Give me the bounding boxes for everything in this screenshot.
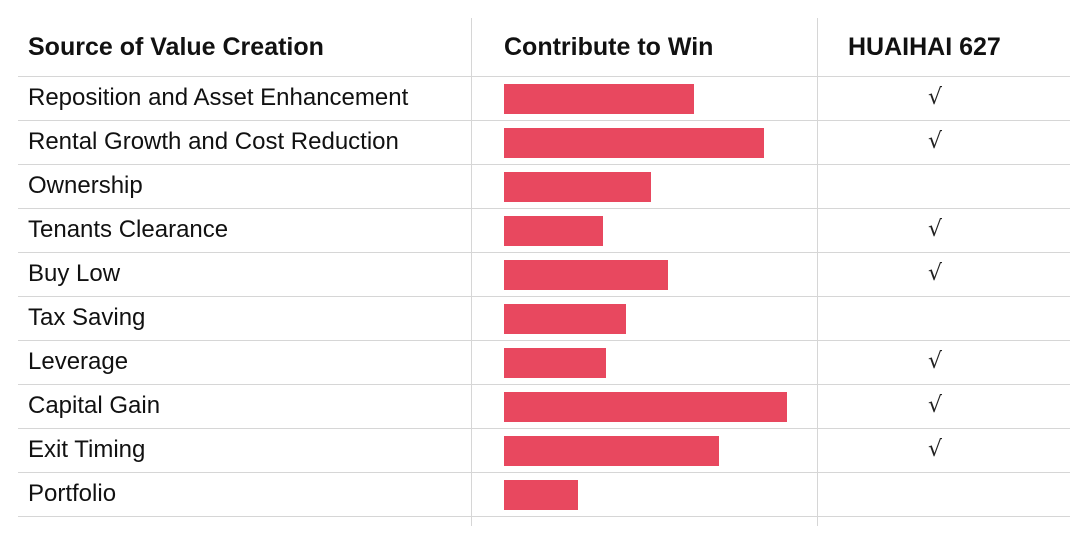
contribution-bar <box>504 216 603 246</box>
check-mark-icon: √ <box>927 129 943 154</box>
contribution-bar <box>504 480 578 510</box>
row-label: Reposition and Asset Enhancement <box>28 84 409 111</box>
column-divider-2 <box>817 18 818 526</box>
header-huaihai: HUAIHAI 627 <box>848 33 1001 61</box>
contribution-bar <box>504 260 668 290</box>
contribution-bar <box>504 128 764 158</box>
row-label: Portfolio <box>28 480 117 507</box>
row-label: Leverage <box>28 348 129 375</box>
table-row: Portfolio <box>18 472 1070 517</box>
table-row: Reposition and Asset Enhancement √ <box>18 76 1070 120</box>
row-label: Exit Timing <box>28 436 146 463</box>
table-row: Tax Saving <box>18 296 1070 340</box>
contribution-bar <box>504 172 651 202</box>
table-row: Leverage √ <box>18 340 1070 384</box>
contribution-bar <box>504 304 626 334</box>
row-label: Tax Saving <box>28 304 146 331</box>
header-contribute: Contribute to Win <box>504 33 714 61</box>
check-mark-icon: √ <box>927 349 943 374</box>
row-label: Capital Gain <box>28 392 161 419</box>
row-label: Rental Growth and Cost Reduction <box>28 128 399 155</box>
check-mark-icon: √ <box>927 393 943 418</box>
contribution-bar <box>504 348 606 378</box>
table-header: Source of Value Creation Contribute to W… <box>18 18 1070 76</box>
check-mark-icon: √ <box>927 261 943 286</box>
header-source: Source of Value Creation <box>28 33 324 61</box>
contribution-bar <box>504 436 719 466</box>
column-divider-1 <box>471 18 472 526</box>
row-label: Tenants Clearance <box>28 216 229 243</box>
table-row: Rental Growth and Cost Reduction √ <box>18 120 1070 164</box>
table-row: Exit Timing √ <box>18 428 1070 472</box>
row-label: Ownership <box>28 172 143 199</box>
contribution-bar <box>504 392 787 422</box>
row-label: Buy Low <box>28 260 121 287</box>
check-mark-icon: √ <box>927 217 943 242</box>
table-row: Buy Low √ <box>18 252 1070 296</box>
table-row: Ownership <box>18 164 1070 208</box>
table-row: Capital Gain √ <box>18 384 1070 428</box>
check-mark-icon: √ <box>927 437 943 462</box>
contribution-bar <box>504 84 694 114</box>
check-mark-icon: √ <box>927 85 943 110</box>
table-row: Tenants Clearance √ <box>18 208 1070 252</box>
